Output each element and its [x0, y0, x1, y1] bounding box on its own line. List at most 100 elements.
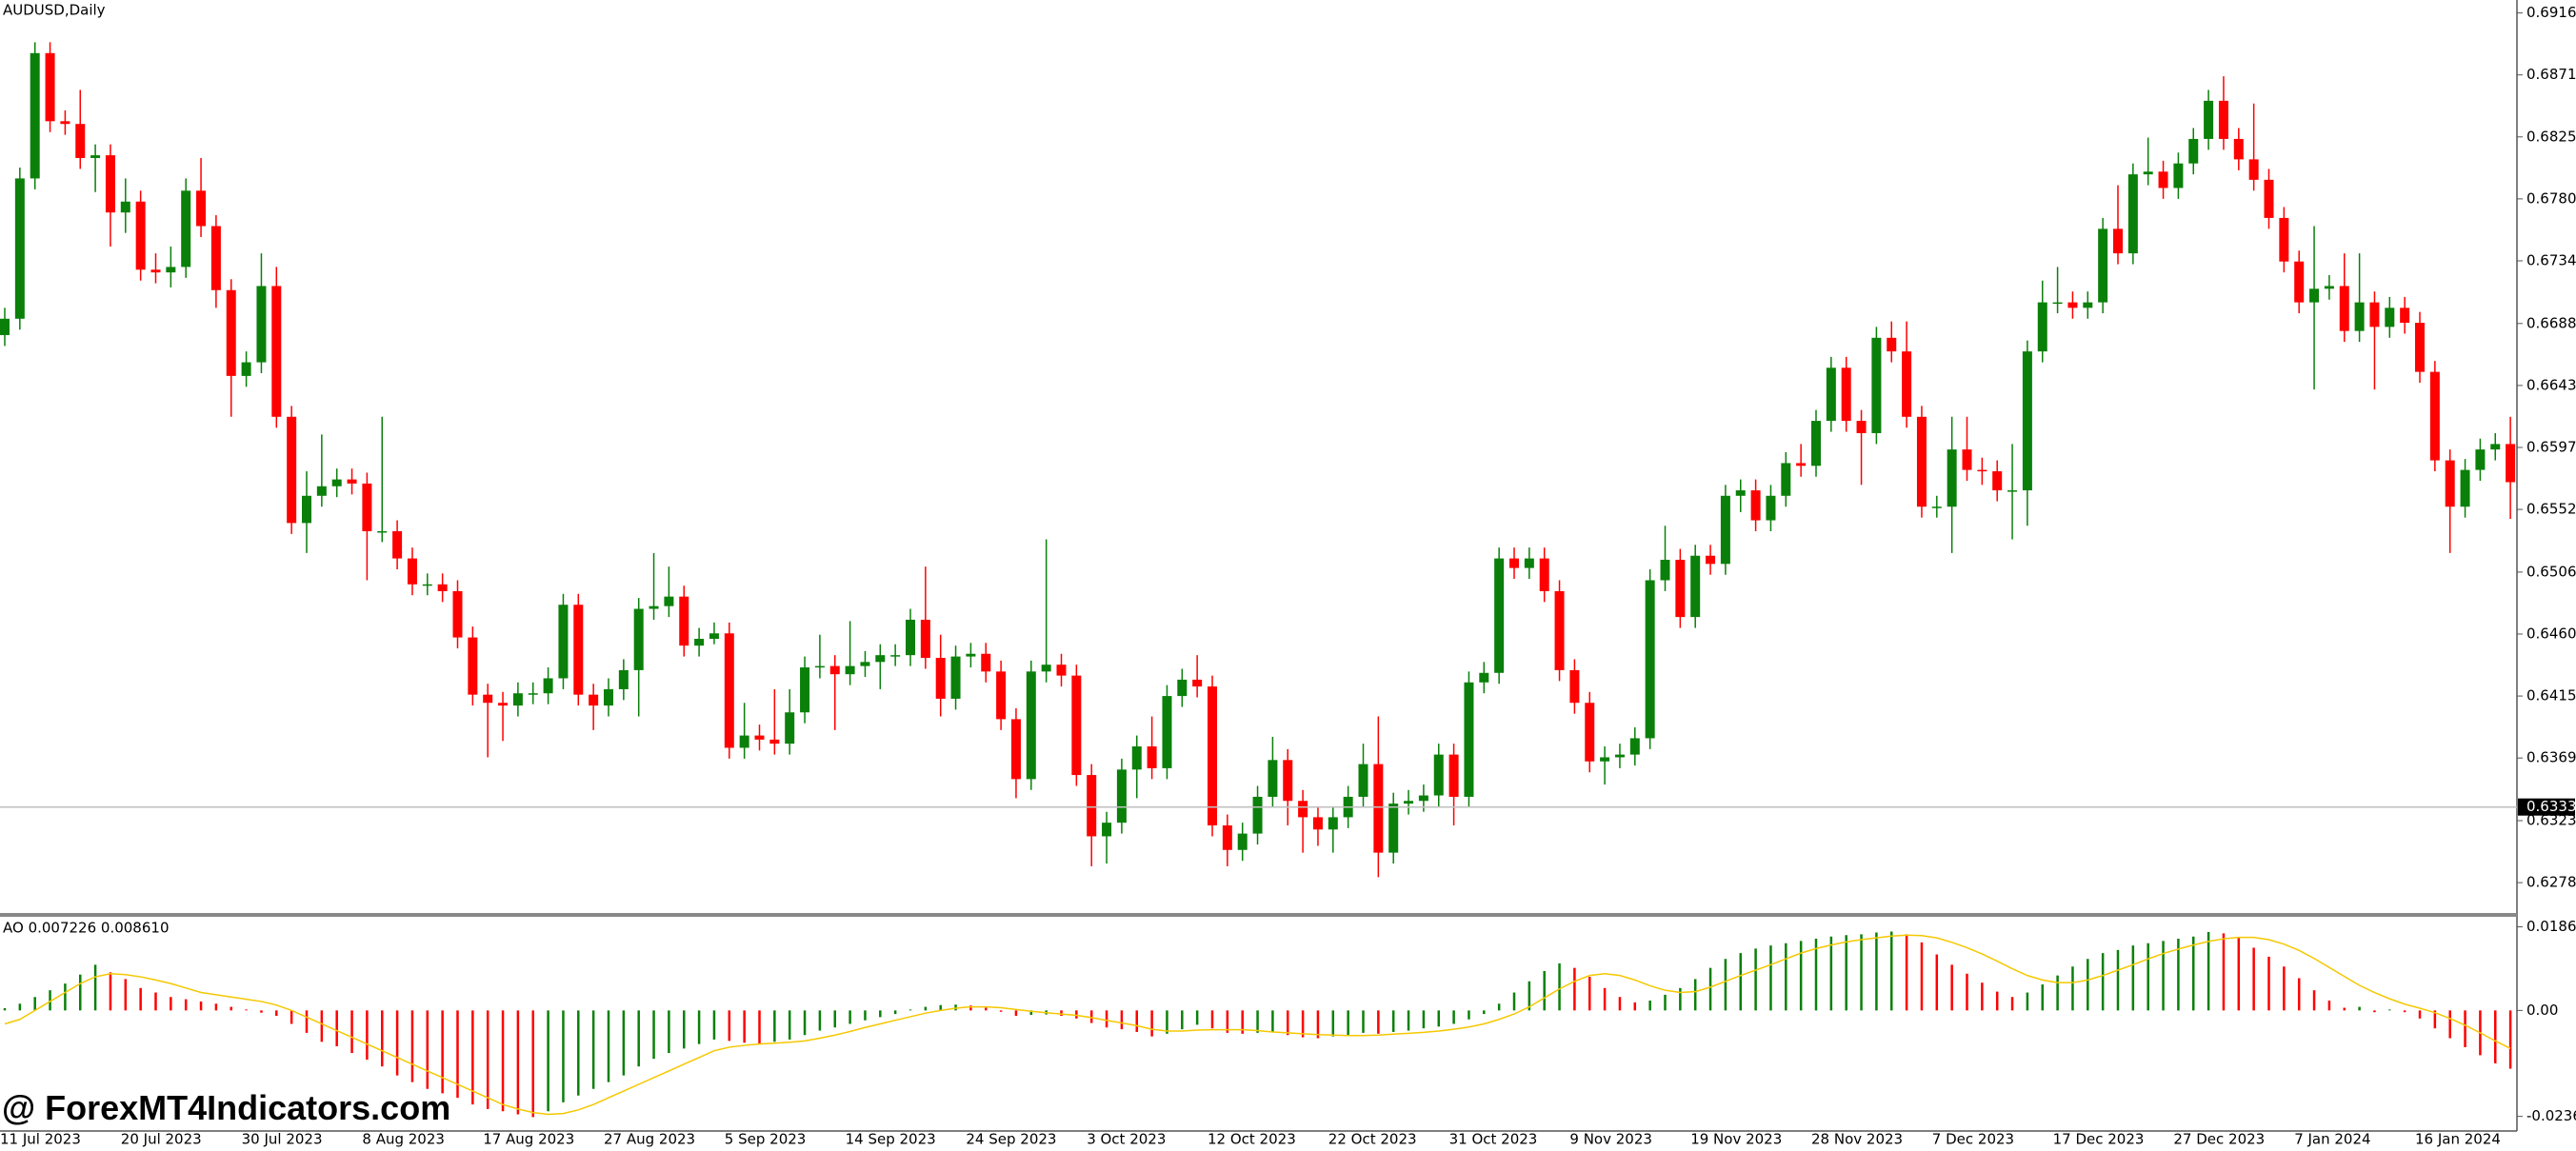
candle-body: [1554, 590, 1565, 670]
candle-body: [860, 662, 870, 666]
candle-body: [226, 289, 236, 376]
candle-body: [1781, 463, 1791, 496]
y-tick-label: 0.018663: [2526, 918, 2576, 935]
x-tick-label: 28 Nov 2023: [1811, 1131, 1903, 1148]
x-tick-label: 8 Aug 2023: [362, 1131, 445, 1148]
candle-body: [2127, 174, 2138, 254]
candle-body: [407, 558, 417, 585]
candle-body: [1237, 833, 1248, 850]
candle-body: [1358, 764, 1368, 797]
candle-body: [2188, 138, 2199, 164]
candle-body: [331, 479, 342, 486]
candle-body: [452, 590, 463, 638]
x-tick-label: 20 Jul 2023: [121, 1131, 202, 1148]
candle-body: [422, 584, 432, 586]
candle-body: [2248, 159, 2259, 180]
candle-body: [1208, 686, 1217, 826]
candle-body: [966, 653, 976, 657]
candle-body: [2022, 351, 2032, 491]
x-tick-label: 12 Oct 2023: [1208, 1131, 1296, 1148]
candle-body: [2324, 286, 2334, 289]
candle-body: [105, 155, 115, 213]
candle-body: [1706, 555, 1716, 565]
x-tick-label: 14 Sep 2023: [846, 1131, 936, 1148]
y-tick-label: 0.66885: [2526, 314, 2576, 331]
candle-body: [392, 530, 403, 559]
candle-body: [1766, 495, 1776, 521]
candle-body: [618, 669, 629, 689]
candle-body: [1102, 823, 1112, 837]
candle-body: [1026, 671, 1036, 780]
x-tick-label: 17 Dec 2023: [2053, 1131, 2145, 1148]
y-tick-label: 0.68255: [2526, 128, 2576, 145]
candle-body: [996, 671, 1007, 720]
candle-body: [1569, 669, 1580, 704]
candle-body: [1585, 703, 1595, 762]
candle-body: [30, 52, 40, 179]
candle-body: [2113, 228, 2123, 254]
candle-body: [724, 633, 734, 748]
candle-body: [829, 665, 840, 675]
candle-body: [1735, 490, 1746, 496]
candle-body: [60, 121, 70, 125]
candle-body: [241, 362, 251, 376]
candle-body: [1464, 682, 1474, 797]
candle-body: [166, 267, 176, 273]
candle-body: [558, 605, 569, 679]
candle-body: [1087, 775, 1097, 837]
candle-body: [377, 530, 388, 533]
watermark: @ ForexMT4Indicators.com: [2, 1088, 451, 1127]
candle-body: [2475, 449, 2486, 470]
x-tick-label: 5 Sep 2023: [725, 1131, 807, 1148]
candle-body: [1010, 719, 1021, 780]
candle-body: [875, 655, 886, 663]
candle-body: [2037, 302, 2047, 352]
x-tick-label: 7 Dec 2023: [1932, 1131, 2014, 1148]
candle-body: [1660, 560, 1670, 581]
candle-body: [1856, 421, 1867, 433]
x-tick-label: 31 Oct 2023: [1449, 1131, 1538, 1148]
candle-body: [90, 155, 101, 158]
candle-body: [2233, 138, 2244, 160]
x-tick-label: 7 Jan 2024: [2294, 1131, 2370, 1148]
candle-body: [1539, 558, 1549, 591]
candle-body: [981, 653, 991, 672]
candle-body: [1826, 367, 1836, 422]
candle-body: [2173, 163, 2184, 189]
candle-body: [1947, 449, 1957, 507]
y-tick-label: 0.64605: [2526, 625, 2576, 642]
candle-body: [935, 658, 946, 699]
candle-body: [1071, 675, 1082, 776]
candle-body: [2429, 371, 2440, 461]
candle-body: [1977, 469, 1987, 472]
chart-title: AUDUSD,Daily: [3, 2, 106, 19]
current-price-label: 0.63335: [2526, 798, 2576, 815]
candle-body: [1433, 754, 1444, 796]
candle-body: [1645, 580, 1655, 739]
candle-body: [316, 486, 327, 496]
candle-body: [1131, 746, 1142, 770]
candle-body: [1916, 416, 1927, 507]
y-tick-label: 0.65975: [2526, 438, 2576, 455]
candle-body: [769, 739, 780, 744]
x-tick-label: 27 Dec 2023: [2173, 1131, 2265, 1148]
candle-body: [1479, 672, 1489, 683]
x-tick-label: 11 Jul 2023: [0, 1131, 81, 1148]
candle-body: [528, 693, 538, 695]
candle-body: [2264, 179, 2274, 218]
candle-body: [739, 735, 749, 748]
candle-body: [633, 608, 644, 670]
candle-body: [1283, 760, 1293, 802]
candle-body: [664, 596, 674, 606]
candle-body: [1388, 804, 1399, 853]
candle-body: [589, 694, 599, 706]
candle-body: [1720, 495, 1730, 565]
candle-body: [2143, 171, 2153, 175]
candle-body: [14, 178, 25, 319]
